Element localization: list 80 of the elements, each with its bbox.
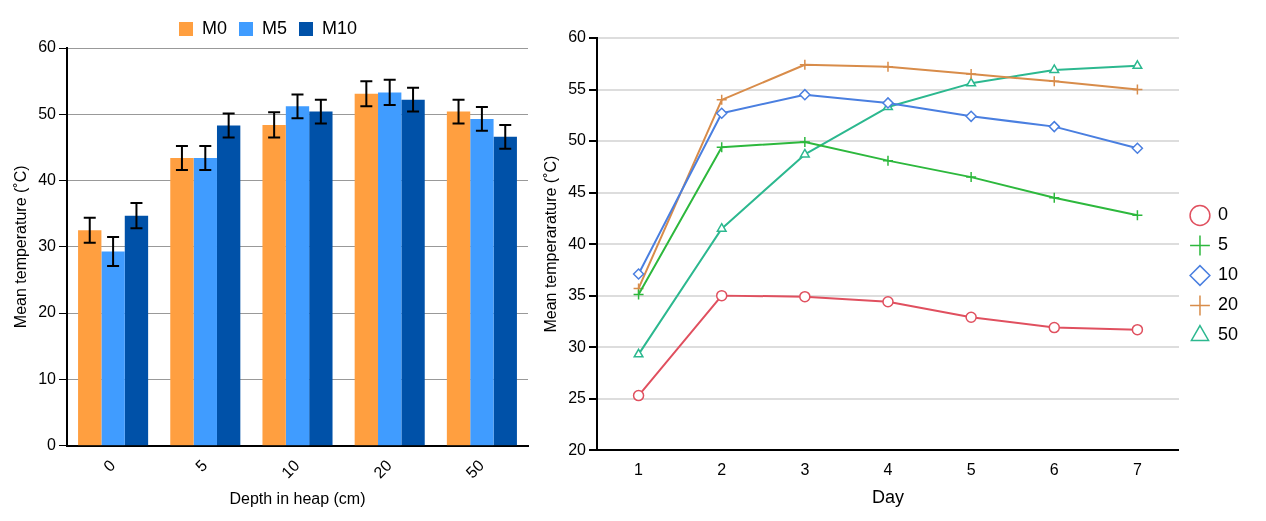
point — [1048, 321, 1061, 334]
y-tick-label: 60 — [568, 28, 587, 46]
x-tick-label: 4 — [883, 461, 893, 479]
point — [715, 107, 728, 119]
point — [799, 290, 811, 303]
x-axis-title: Depth in heap (cm) — [229, 489, 366, 507]
legend-label: 10 — [1217, 264, 1239, 285]
point — [799, 148, 810, 158]
y-tick-label: 40 — [38, 170, 57, 188]
point — [715, 94, 728, 106]
x-tick-label: 5 — [192, 456, 211, 475]
point — [716, 222, 727, 232]
bar — [170, 158, 194, 446]
point — [1048, 120, 1061, 133]
bar — [101, 251, 125, 446]
x-tick-label: 7 — [1132, 461, 1142, 479]
y-tick-label: 30 — [38, 237, 57, 255]
x-tick-label: 20 — [370, 456, 396, 482]
x-axis-title: Day — [871, 487, 904, 508]
legend-label: 50 — [1217, 324, 1239, 345]
point — [1131, 323, 1144, 336]
legend-label: 5 — [1217, 234, 1228, 255]
bar — [78, 230, 102, 446]
bar — [446, 111, 471, 446]
y-tick-label: 40 — [568, 234, 587, 252]
point — [633, 348, 644, 358]
bar — [354, 93, 379, 446]
bar — [401, 99, 425, 446]
bar — [262, 124, 286, 446]
bar — [378, 92, 402, 446]
x-tick-label: 5 — [966, 461, 976, 479]
x-tick-label: 3 — [800, 461, 810, 479]
legend-label: M5 — [261, 17, 288, 38]
legend-label: 0 — [1217, 204, 1228, 225]
point — [1048, 75, 1061, 88]
bar — [285, 106, 310, 446]
x-tick-label: 1 — [634, 461, 644, 479]
y-axis-title: Mean temperature (˚C) — [12, 165, 30, 329]
point — [632, 389, 645, 402]
bar — [193, 158, 217, 446]
y-tick-label: 50 — [568, 131, 587, 149]
y-tick-label: 60 — [38, 38, 57, 56]
point — [715, 141, 728, 153]
point — [882, 296, 894, 308]
x-tick-label: 10 — [278, 456, 303, 482]
y-tick-label: 45 — [568, 182, 587, 200]
bar — [493, 136, 517, 446]
point — [799, 88, 811, 101]
point — [966, 77, 977, 87]
x-tick-label: 50 — [462, 456, 488, 482]
y-tick-label: 35 — [568, 286, 587, 304]
y-tick-label: 55 — [568, 79, 587, 97]
point — [1049, 64, 1060, 74]
legend-label: 20 — [1217, 294, 1239, 315]
x-tick-label: 0 — [100, 456, 119, 475]
bar — [309, 111, 333, 446]
x-tick-label: 6 — [1049, 461, 1059, 479]
bar — [124, 215, 149, 446]
bar — [216, 125, 241, 446]
y-tick-label: 20 — [568, 440, 587, 458]
point — [1131, 142, 1144, 155]
y-tick-label: 30 — [568, 337, 587, 355]
point — [965, 311, 977, 324]
x-tick-label: 2 — [717, 461, 727, 479]
point — [632, 268, 645, 280]
y-tick-label: 0 — [47, 436, 57, 454]
point — [1131, 209, 1144, 221]
y-tick-label: 50 — [38, 104, 57, 122]
y-tick-label: 10 — [38, 369, 57, 387]
legend-label: M10 — [322, 17, 358, 38]
point — [632, 288, 645, 301]
legend-label: M0 — [201, 17, 227, 38]
bar — [470, 118, 494, 446]
y-tick-label: 20 — [38, 303, 57, 321]
point — [1132, 60, 1143, 70]
point — [1131, 83, 1144, 96]
y-axis-title: Mean temperarature (˚C) — [542, 155, 560, 333]
y-tick-label: 25 — [568, 389, 587, 407]
point — [715, 289, 728, 302]
point — [965, 110, 977, 123]
